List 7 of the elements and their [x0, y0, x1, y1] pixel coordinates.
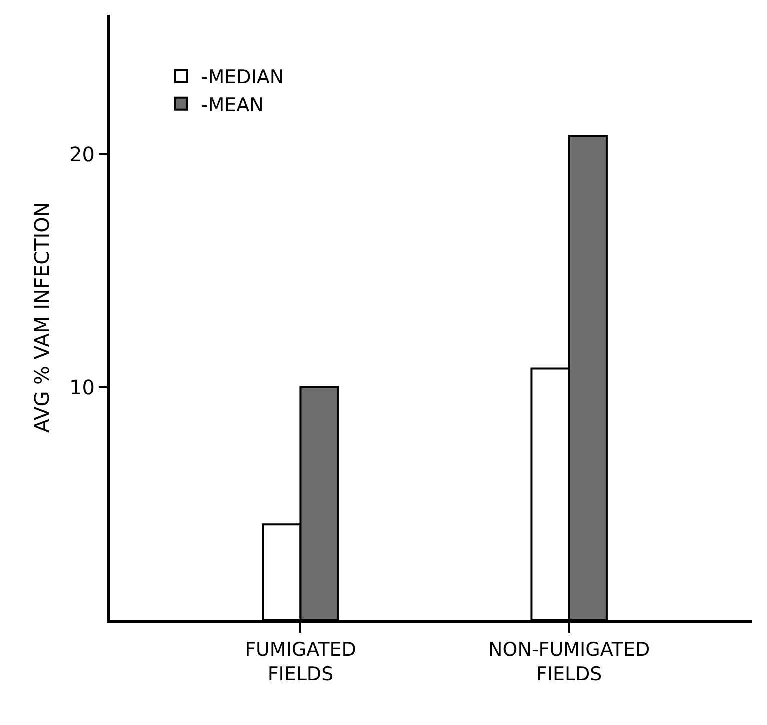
y-axis-title: AVG % VAM INFECTION — [30, 202, 54, 433]
x-tick-label: FUMIGATED FIELDS — [245, 638, 356, 686]
y-tick-label: 10 — [70, 375, 95, 400]
x-tick-label: NON-FUMIGATED FIELDS — [488, 638, 650, 686]
legend-label: -MEDIAN — [201, 66, 284, 89]
y-tick-label: 20 — [70, 142, 95, 167]
legend-label: -MEAN — [201, 94, 264, 116]
